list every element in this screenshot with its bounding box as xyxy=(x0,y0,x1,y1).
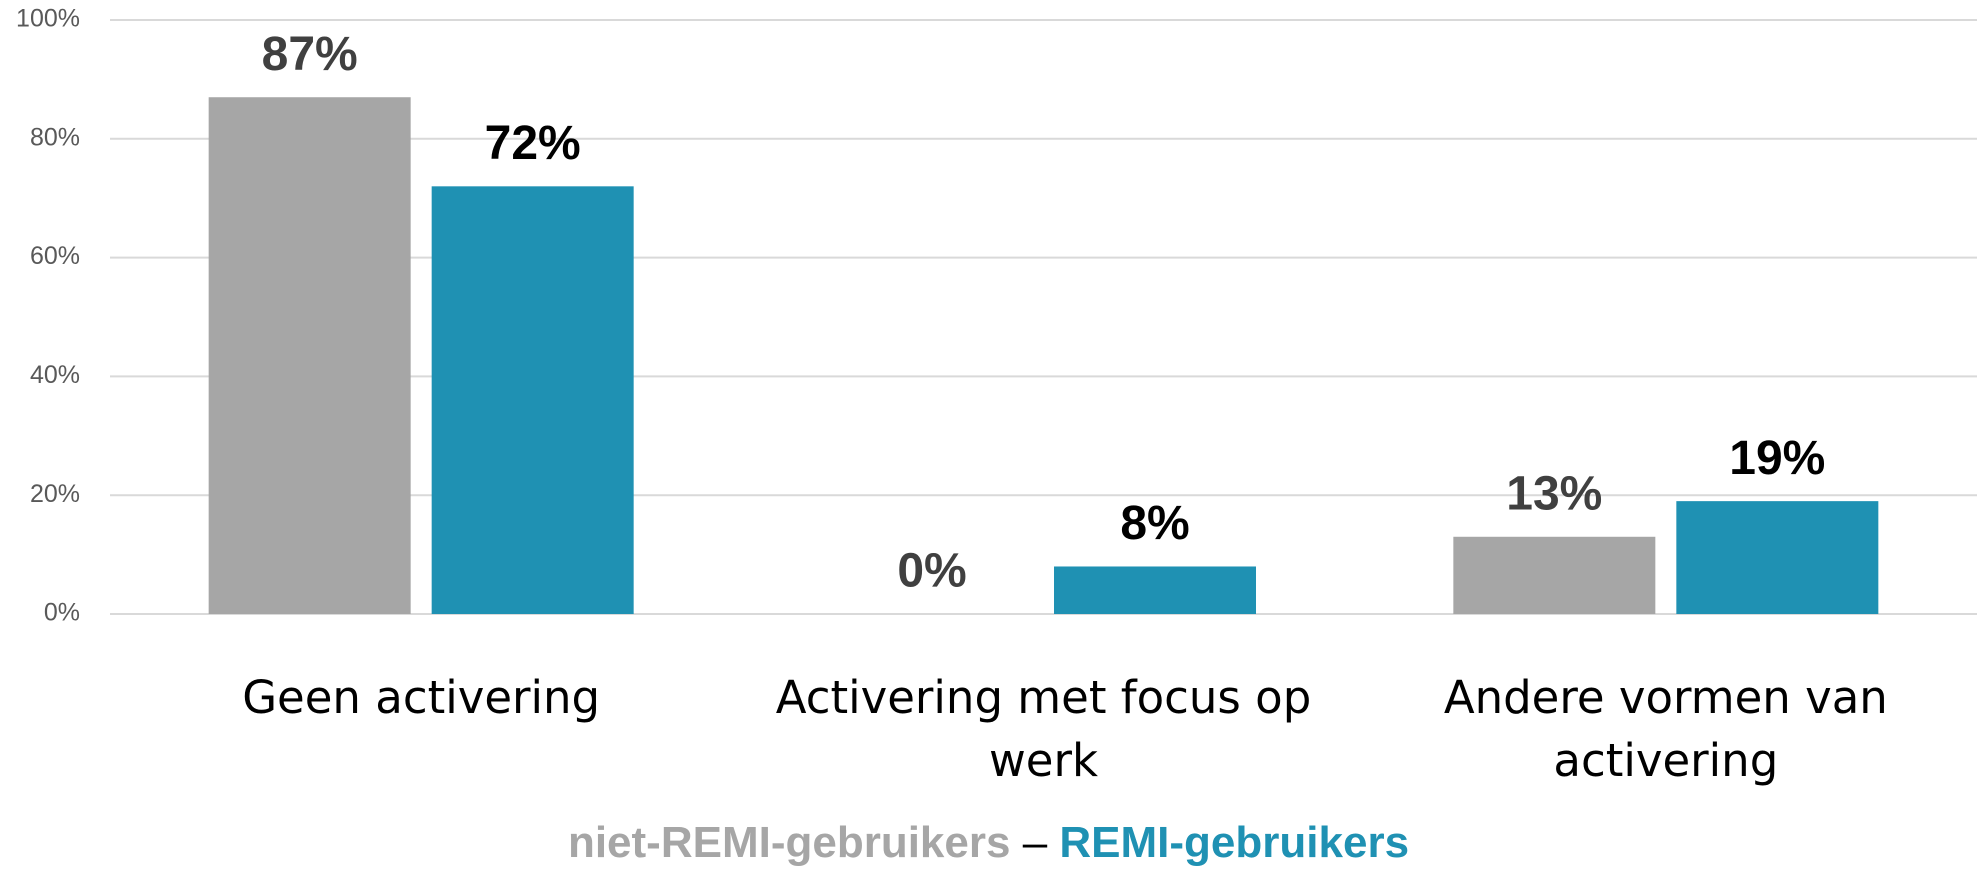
value-label: 13% xyxy=(1506,467,1602,520)
bar xyxy=(208,97,411,615)
bar xyxy=(1054,566,1256,614)
y-tick-label: 80% xyxy=(30,123,80,151)
legend-entry: REMI-gebruikers xyxy=(1059,818,1410,867)
value-label: 8% xyxy=(1120,497,1189,550)
y-tick-label: 60% xyxy=(30,242,80,270)
y-tick-label: 20% xyxy=(30,480,80,508)
x-tick-label: Activering met focus op werk xyxy=(775,671,1312,787)
y-tick-label: 0% xyxy=(44,599,80,627)
x-tick-label: Andere vormen van activering xyxy=(1443,671,1888,787)
y-tick-label: 100% xyxy=(16,5,80,33)
y-tick-label: 40% xyxy=(30,361,80,389)
legend-entry: niet-REMI-gebruikers xyxy=(567,818,1011,867)
legend-separator: – xyxy=(1022,818,1048,867)
bar xyxy=(1453,536,1656,614)
value-label: 0% xyxy=(897,545,966,598)
value-label: 72% xyxy=(485,117,581,170)
bar xyxy=(431,186,634,614)
x-tick-label: Geen activering xyxy=(242,671,601,724)
value-label: 87% xyxy=(262,28,358,81)
bar xyxy=(1676,501,1879,614)
value-label: 19% xyxy=(1729,432,1825,485)
legend: niet-REMI-gebruikers – REMI-gebruikers xyxy=(0,818,1977,868)
